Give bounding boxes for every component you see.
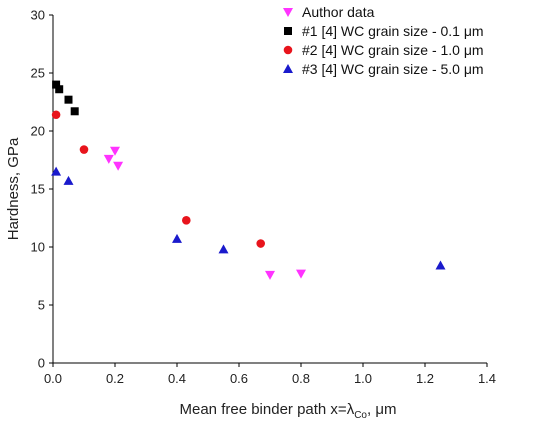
- x-tick-label: 0.0: [44, 371, 62, 386]
- x-tick-label: 1.4: [478, 371, 496, 386]
- y-tick-label: 5: [38, 298, 45, 313]
- legend-item: Author data: [283, 4, 375, 20]
- x-axis-title-subscript: Co: [354, 410, 367, 421]
- legend-marker-triangle-down: [283, 8, 293, 17]
- x-tick-label: 1.0: [354, 371, 372, 386]
- data-point-triangle-down: [110, 146, 120, 156]
- data-point-triangle-down: [113, 161, 124, 171]
- x-tick-label: 1.2: [416, 371, 434, 386]
- y-axis-ticks: 0 5 10 15 20 25 30: [31, 8, 53, 371]
- data-point-circle: [79, 145, 89, 154]
- legend-item: #1 [4] WC grain size - 0.1 μm: [284, 23, 484, 39]
- legend-marker-square: [284, 27, 292, 35]
- legend: Author data #1 [4] WC grain size - 0.1 μm…: [283, 4, 484, 77]
- data-point-square: [52, 80, 61, 89]
- y-tick-label: 25: [31, 66, 45, 81]
- y-tick-label: 20: [31, 124, 45, 139]
- data-point-triangle-up: [63, 175, 74, 185]
- data-point-circle: [182, 216, 191, 225]
- legend-marker-triangle-up: [283, 64, 293, 73]
- legend-label: #3 [4] WC grain size - 5.0 μm: [302, 61, 484, 77]
- legend-item: #3 [4] WC grain size - 5.0 μm: [283, 61, 484, 77]
- legend-label: Author data: [302, 4, 375, 20]
- legend-label: #1 [4] WC grain size - 0.1 μm: [302, 23, 484, 39]
- legend-item: #2 [4] WC grain size - 1.0 μm: [283, 42, 484, 58]
- plot-area: 0 5 10 15 20 25 30 0.0 0.2 0.4 0.6 0.8 1.0 1.2 1.4: [31, 8, 497, 387]
- x-tick-label: 0.8: [292, 371, 310, 386]
- data-point-triangle-up: [51, 166, 62, 176]
- data-point-square: [64, 95, 73, 104]
- y-tick-label: 15: [31, 182, 45, 197]
- legend-label: #2 [4] WC grain size - 1.0 μm: [302, 42, 484, 58]
- y-tick-label: 30: [31, 8, 45, 23]
- data-point-triangle-down: [296, 269, 306, 279]
- data-point-circle: [256, 239, 266, 248]
- y-axis-title: Hardness, GPa: [5, 137, 22, 240]
- x-axis-title-main: Mean free binder path x=λ: [180, 401, 355, 418]
- data-point-triangle-down: [265, 270, 275, 280]
- x-axis-ticks: 0.0 0.2 0.4 0.6 0.8 1.0 1.2 1.4: [44, 363, 496, 386]
- legend-marker-circle: [283, 45, 293, 55]
- data-point-square: [55, 85, 64, 94]
- x-tick-label: 0.6: [230, 371, 248, 386]
- data-point-triangle-up: [218, 244, 229, 254]
- y-tick-label: 0: [38, 356, 45, 371]
- data-point-triangle-up: [435, 260, 446, 270]
- data-point-circle: [51, 110, 61, 120]
- x-tick-label: 0.4: [168, 371, 186, 386]
- y-tick-label: 10: [31, 240, 45, 255]
- data-markers: [51, 80, 446, 280]
- x-axis-title-unit: , μm: [367, 401, 396, 418]
- data-point-square: [70, 107, 79, 116]
- data-point-triangle-down: [103, 154, 114, 164]
- x-tick-label: 0.2: [106, 371, 124, 386]
- data-point-triangle-up: [172, 233, 182, 243]
- x-axis-title: Mean free binder path x=λCo, μm: [180, 401, 397, 421]
